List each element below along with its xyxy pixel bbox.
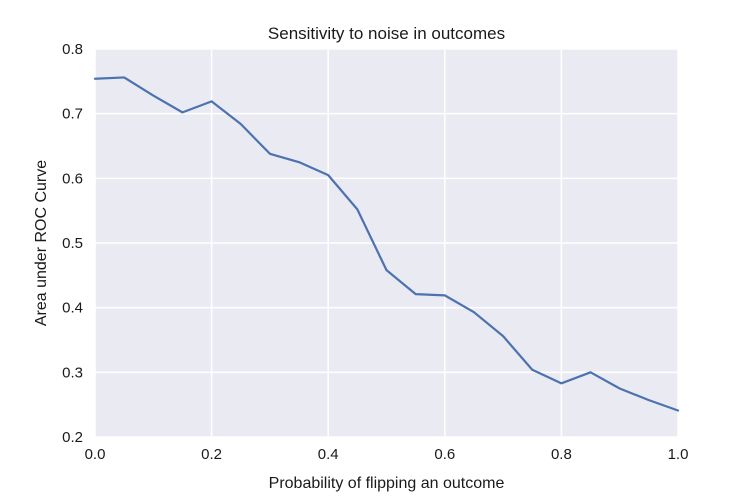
y-tick-label: 0.6 (62, 170, 83, 187)
y-tick-labels: 0.2 0.3 0.4 0.5 0.6 0.7 0.8 (62, 41, 83, 446)
y-tick-label: 0.4 (62, 300, 83, 317)
x-tick-label: 0.2 (201, 446, 222, 463)
x-tick-label: 0.0 (85, 446, 106, 463)
x-tick-label: 0.8 (551, 446, 572, 463)
series-line (93, 76, 680, 412)
chart-title: Sensitivity to noise in outcomes (268, 24, 505, 43)
x-tick-label: 0.4 (318, 446, 339, 463)
series-layer (93, 76, 680, 412)
y-tick-label: 0.2 (62, 429, 83, 446)
y-tick-label: 0.3 (62, 364, 83, 381)
x-tick-label: 0.6 (434, 446, 455, 463)
y-tick-label: 0.8 (62, 41, 83, 58)
x-axis-label: Probability of flipping an outcome (269, 475, 505, 492)
y-tick-label: 0.7 (62, 106, 83, 123)
y-tick-label: 0.5 (62, 235, 83, 252)
x-tick-label: 1.0 (668, 446, 689, 463)
y-gridlines (95, 48, 678, 438)
x-tick-labels: 0.0 0.2 0.4 0.6 0.8 1.0 (85, 446, 689, 463)
y-axis-label: Area under ROC Curve (33, 160, 50, 326)
